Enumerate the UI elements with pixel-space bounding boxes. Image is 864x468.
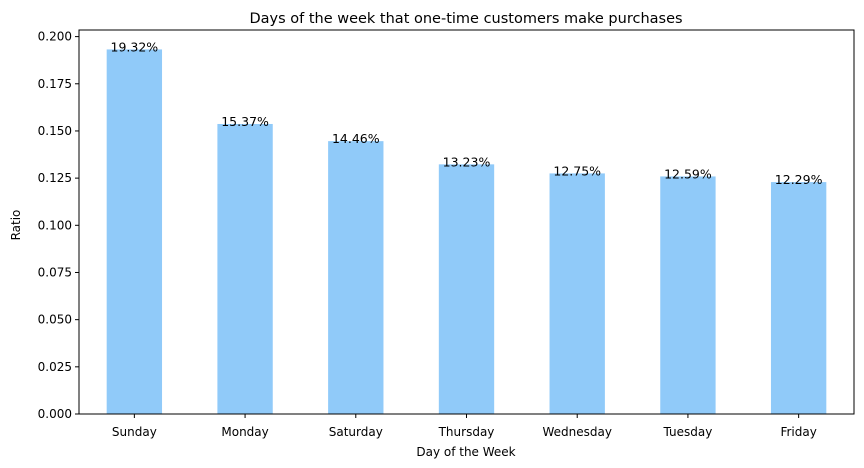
bar xyxy=(438,164,495,414)
bar xyxy=(328,141,384,414)
y-tick-label: 0.200 xyxy=(38,30,72,44)
y-tick-label: 0.175 xyxy=(38,77,72,91)
bar xyxy=(549,173,605,414)
y-tick-label: 0.075 xyxy=(38,265,72,279)
data-label: 19.32% xyxy=(111,39,159,54)
x-tick-label: Saturday xyxy=(329,425,383,439)
bar xyxy=(217,123,273,414)
bar xyxy=(106,49,163,414)
x-tick-label: Monday xyxy=(221,425,268,439)
data-label: 12.29% xyxy=(775,172,823,187)
plot-area: 19.32% 15.37% 14.46% 13.23% 12.75% 12.59% 12.2… xyxy=(38,29,855,439)
x-axis-label: Day of the Week xyxy=(416,445,515,459)
y-axis-label: Ratio xyxy=(9,210,23,241)
y-tick-label: 0.050 xyxy=(38,313,72,327)
x-tick-label: Thursday xyxy=(438,425,495,439)
data-label: 15.37% xyxy=(221,114,269,129)
plot-frame xyxy=(78,29,855,415)
y-tick-label: 0.025 xyxy=(38,360,72,374)
data-label: 14.46% xyxy=(332,131,380,146)
y-tick-label: 0.000 xyxy=(38,407,72,421)
bar xyxy=(770,182,827,414)
x-tick-label: Friday xyxy=(780,425,816,439)
data-label: 12.75% xyxy=(553,163,601,178)
data-label: 13.23% xyxy=(443,154,491,169)
chart-title: Days of the week that one-time customers… xyxy=(249,11,682,27)
x-tick-label: Wednesday xyxy=(542,425,611,439)
data-label: 12.59% xyxy=(664,166,712,181)
x-tick-label: Tuesday xyxy=(663,425,713,439)
x-tick-label: Sunday xyxy=(112,425,157,439)
bar xyxy=(660,176,716,414)
y-tick-label: 0.150 xyxy=(38,124,72,138)
y-tick-label: 0.100 xyxy=(38,218,72,232)
y-tick-label: 0.125 xyxy=(38,171,72,185)
